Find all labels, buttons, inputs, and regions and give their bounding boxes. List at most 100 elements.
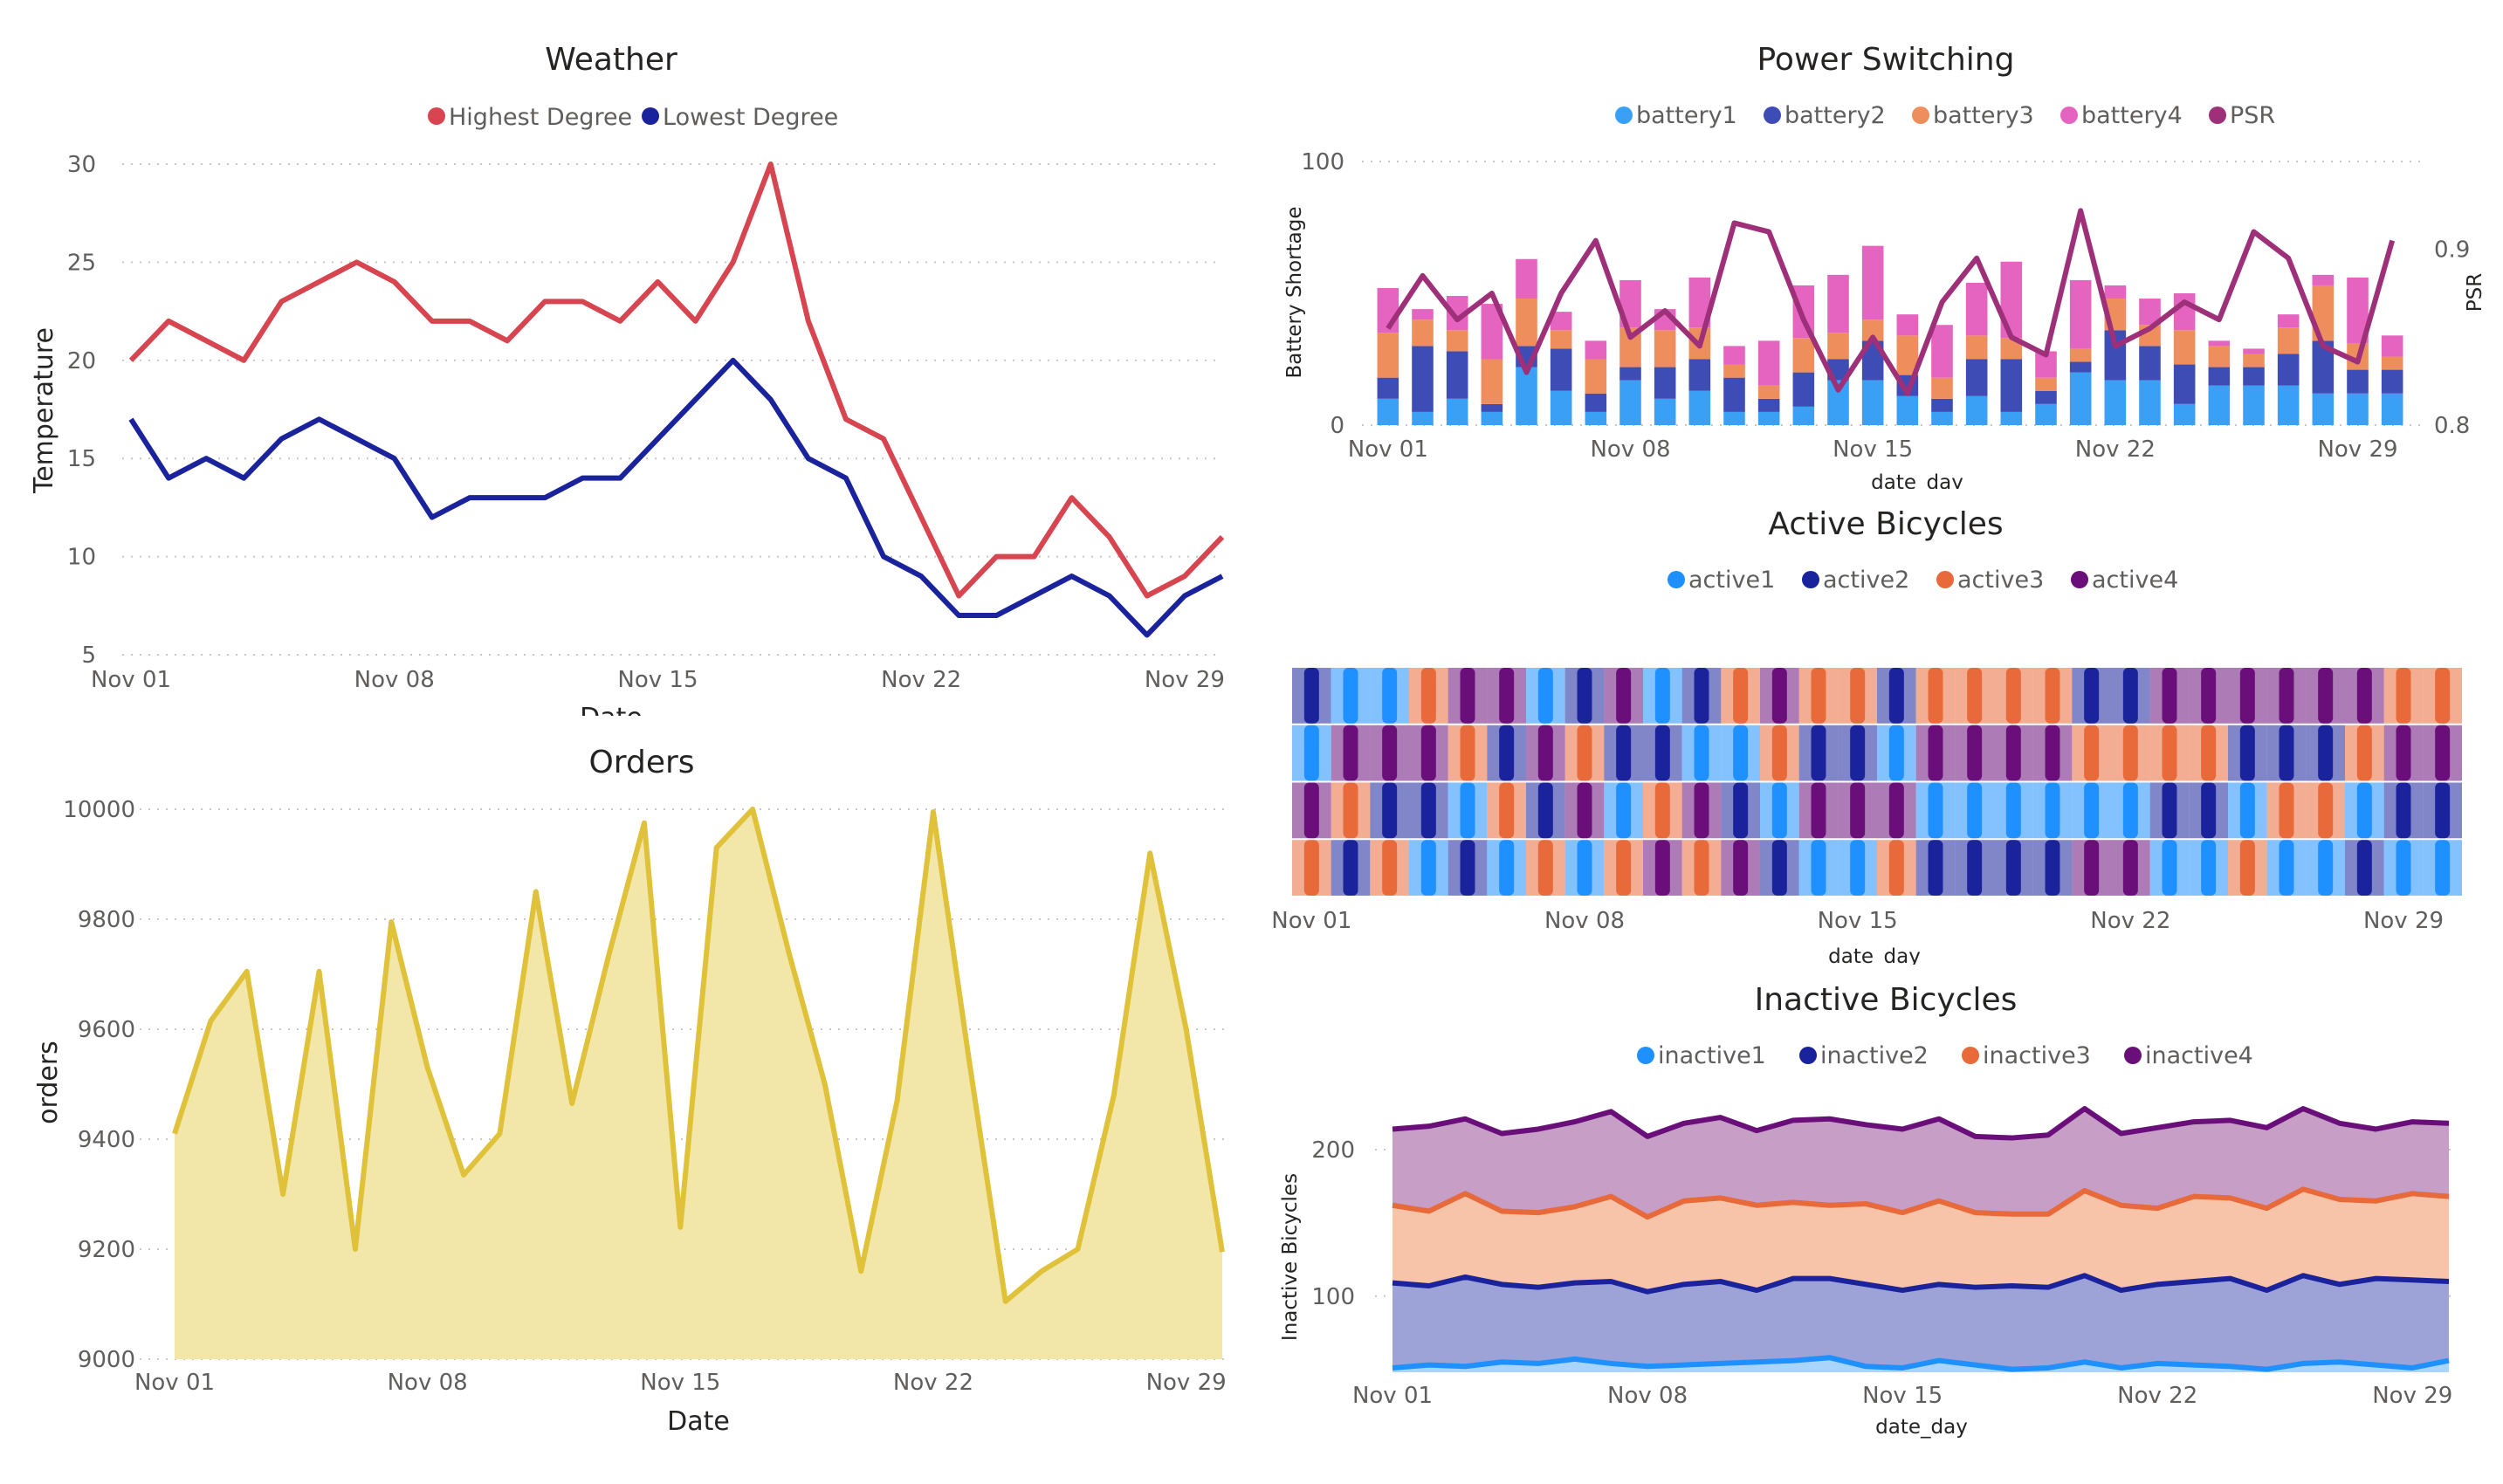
- legend-label[interactable]: PSR: [2230, 102, 2275, 129]
- bar-segment[interactable]: [2005, 782, 2021, 839]
- bar-segment[interactable]: [1688, 390, 1711, 425]
- legend-label[interactable]: active4: [2092, 567, 2178, 594]
- bar-segment[interactable]: [2208, 346, 2231, 368]
- bar-segment[interactable]: [2173, 330, 2196, 365]
- bar-segment[interactable]: [1928, 782, 1943, 839]
- bar-segment[interactable]: [1616, 668, 1632, 724]
- bar-segment[interactable]: [1577, 840, 1592, 896]
- bar-segment[interactable]: [1850, 668, 1866, 724]
- bar-segment[interactable]: [1481, 359, 1503, 404]
- bar-segment[interactable]: [2045, 840, 2060, 896]
- bar-segment[interactable]: [2104, 380, 2127, 425]
- bar-segment[interactable]: [1412, 411, 1434, 425]
- bar-segment[interactable]: [2122, 668, 2138, 724]
- bar-segment[interactable]: [1827, 274, 1849, 333]
- legend[interactable]: inactive1 inactive2 inactive3 inactive4: [1637, 1042, 2253, 1069]
- bar-segment[interactable]: [2201, 725, 2217, 781]
- bar-segment[interactable]: [1771, 668, 1787, 724]
- bar-segment[interactable]: [1516, 367, 1537, 425]
- bar-segment[interactable]: [1499, 668, 1515, 724]
- bar-segment[interactable]: [2243, 348, 2265, 354]
- legend[interactable]: battery1 battery2 battery3 battery4 PSR: [1615, 102, 2275, 129]
- bar-segment[interactable]: [1694, 840, 1709, 896]
- bar-segment[interactable]: [2122, 725, 2138, 781]
- bar-segment[interactable]: [2162, 725, 2177, 781]
- bar-segment[interactable]: [1733, 668, 1749, 724]
- bar-segment[interactable]: [2005, 840, 2021, 896]
- bar-segment[interactable]: [2356, 840, 2372, 896]
- bar-segment[interactable]: [1516, 299, 1537, 347]
- bar-segment[interactable]: [2084, 668, 2100, 724]
- bar-segment[interactable]: [2347, 393, 2369, 425]
- psr-line[interactable]: [1386, 208, 2396, 396]
- bar-segment[interactable]: [2356, 782, 2372, 839]
- bar-segment[interactable]: [1537, 782, 1553, 839]
- bar-segment[interactable]: [2396, 840, 2411, 896]
- bar-segment[interactable]: [2356, 668, 2372, 724]
- bar-segment[interactable]: [1412, 309, 1434, 320]
- series-line[interactable]: [172, 807, 1225, 1304]
- bar-segment[interactable]: [1965, 359, 1988, 396]
- bar-segment[interactable]: [1811, 725, 1826, 781]
- bar-segment[interactable]: [2396, 668, 2411, 724]
- bar-segment[interactable]: [2396, 725, 2411, 781]
- bar-segment[interactable]: [1694, 668, 1709, 724]
- bar-segment[interactable]: [1967, 725, 1983, 781]
- bar-segment[interactable]: [2318, 782, 2334, 839]
- bar-segment[interactable]: [2084, 782, 2100, 839]
- bar-segment[interactable]: [2277, 327, 2300, 354]
- bar-segment[interactable]: [1850, 725, 1866, 781]
- bar-segment[interactable]: [1931, 398, 1953, 412]
- bar-segment[interactable]: [2435, 725, 2451, 781]
- bar-segment[interactable]: [1537, 840, 1553, 896]
- bar-segment[interactable]: [2279, 725, 2294, 781]
- legend-label[interactable]: inactive4: [2145, 1042, 2253, 1069]
- bar-segment[interactable]: [2069, 279, 2092, 349]
- bar-segment[interactable]: [2139, 346, 2161, 381]
- bar-segment[interactable]: [1377, 333, 1399, 378]
- bar-segment[interactable]: [1446, 351, 1468, 399]
- legend-label[interactable]: active2: [1823, 567, 1909, 594]
- bar-segment[interactable]: [1550, 348, 1572, 391]
- bar-segment[interactable]: [1888, 668, 1904, 724]
- bar-segment[interactable]: [2000, 261, 2023, 339]
- bar-segment[interactable]: [2318, 668, 2334, 724]
- bar-segment[interactable]: [2435, 782, 2451, 839]
- bar-segment[interactable]: [2000, 411, 2023, 425]
- bar-segment[interactable]: [1888, 725, 1904, 781]
- bar-segment[interactable]: [1499, 840, 1515, 896]
- bar-segment[interactable]: [1771, 840, 1787, 896]
- legend-label[interactable]: inactive2: [1820, 1042, 1929, 1069]
- legend-label[interactable]: battery1: [1636, 102, 1737, 129]
- bar-segment[interactable]: [1550, 312, 1572, 331]
- series-line[interactable]: [1392, 1186, 2450, 1220]
- bar-segment[interactable]: [1733, 782, 1749, 839]
- bar-segment[interactable]: [1446, 330, 1468, 352]
- legend-label[interactable]: battery2: [1784, 102, 1886, 129]
- bar-segment[interactable]: [1771, 725, 1787, 781]
- bar-segment[interactable]: [1550, 330, 1572, 349]
- bar-segment[interactable]: [2005, 725, 2021, 781]
- orders-chart[interactable]: Orders Date orders 9000 9200 9400 9600 9800 1…: [0, 716, 1240, 1484]
- bar-segment[interactable]: [1654, 782, 1670, 839]
- bar-segment[interactable]: [2122, 840, 2138, 896]
- bar-segment[interactable]: [1928, 725, 1943, 781]
- bar-segment[interactable]: [2208, 367, 2231, 386]
- bar-segment[interactable]: [1928, 840, 1943, 896]
- bar-segment[interactable]: [1965, 282, 1988, 336]
- bar-segment[interactable]: [1757, 385, 1780, 399]
- bar-segment[interactable]: [1688, 359, 1711, 391]
- bar-segment[interactable]: [2312, 393, 2335, 425]
- bar-segment[interactable]: [1654, 367, 1676, 399]
- bar-segment[interactable]: [1420, 840, 1436, 896]
- bar-segment[interactable]: [1460, 782, 1475, 839]
- bar-segment[interactable]: [1654, 398, 1676, 425]
- bar-segment[interactable]: [1343, 782, 1358, 839]
- legend-label[interactable]: active1: [1688, 567, 1775, 594]
- bar-segment[interactable]: [2381, 369, 2403, 394]
- bar-segment[interactable]: [1499, 782, 1515, 839]
- bar-segment[interactable]: [1616, 782, 1632, 839]
- bar-segment[interactable]: [2435, 668, 2451, 724]
- bar-segment[interactable]: [1481, 411, 1503, 425]
- legend-label[interactable]: inactive1: [1658, 1042, 1766, 1069]
